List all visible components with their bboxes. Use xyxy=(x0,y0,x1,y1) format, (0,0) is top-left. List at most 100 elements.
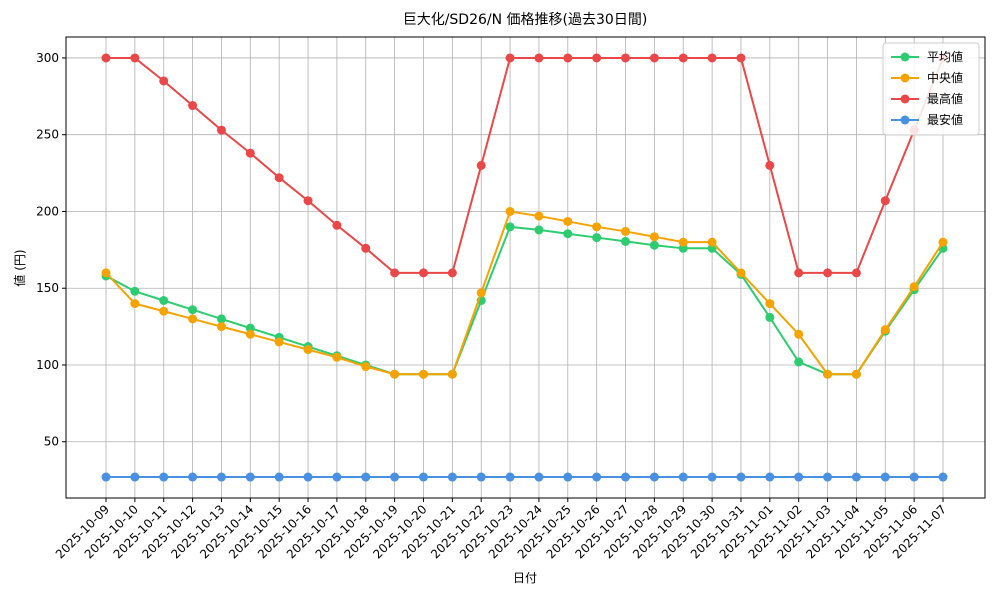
legend-label: 平均値 xyxy=(927,49,963,64)
data-point xyxy=(101,53,111,63)
data-point xyxy=(592,233,602,243)
data-point xyxy=(534,225,544,235)
data-point xyxy=(621,53,631,63)
data-point xyxy=(736,268,746,278)
data-point xyxy=(649,53,659,63)
data-point xyxy=(303,472,313,482)
data-point xyxy=(678,472,688,482)
data-point xyxy=(447,472,457,482)
data-point xyxy=(909,282,919,292)
data-point xyxy=(563,472,573,482)
legend-marker xyxy=(900,94,910,104)
data-point xyxy=(880,196,890,206)
data-point xyxy=(159,76,169,86)
data-point xyxy=(678,53,688,63)
data-point xyxy=(621,472,631,482)
data-point xyxy=(447,268,457,278)
data-point xyxy=(505,472,515,482)
data-point xyxy=(649,240,659,250)
data-point xyxy=(130,472,140,482)
plot-frame xyxy=(65,36,986,499)
data-point xyxy=(101,472,111,482)
data-point xyxy=(188,472,198,482)
data-point xyxy=(418,268,428,278)
legend-marker xyxy=(900,52,910,62)
data-point xyxy=(245,472,255,482)
data-point xyxy=(938,472,948,482)
data-point xyxy=(736,53,746,63)
data-point xyxy=(361,472,371,482)
data-point xyxy=(880,325,890,335)
data-point xyxy=(216,125,226,135)
data-point xyxy=(909,472,919,482)
data-point xyxy=(332,472,342,482)
data-point xyxy=(563,216,573,226)
data-point xyxy=(851,472,861,482)
data-point xyxy=(159,296,169,306)
data-point xyxy=(621,236,631,246)
data-point xyxy=(130,53,140,63)
data-point xyxy=(447,369,457,379)
data-point xyxy=(823,369,833,379)
data-point xyxy=(390,472,400,482)
data-point xyxy=(707,472,717,482)
data-point xyxy=(823,472,833,482)
series-line xyxy=(105,225,944,376)
data-point xyxy=(707,53,717,63)
legend-marker xyxy=(900,73,910,83)
data-point xyxy=(303,196,313,206)
y-tick-label: 100 xyxy=(36,358,59,372)
data-point xyxy=(245,329,255,339)
data-point xyxy=(563,229,573,239)
data-point xyxy=(361,362,371,372)
data-point xyxy=(707,237,717,247)
y-tick-label: 50 xyxy=(44,435,59,449)
data-point xyxy=(418,369,428,379)
data-point xyxy=(621,226,631,236)
data-point xyxy=(476,288,486,298)
data-point xyxy=(332,220,342,230)
data-point xyxy=(130,286,140,296)
data-point xyxy=(476,472,486,482)
data-point xyxy=(678,237,688,247)
legend-box xyxy=(882,42,980,136)
data-point xyxy=(188,305,198,315)
y-tick-label: 200 xyxy=(36,204,59,218)
data-point xyxy=(188,101,198,111)
data-point xyxy=(851,268,861,278)
y-axis-label: 値 (円) xyxy=(12,249,27,286)
data-point xyxy=(505,222,515,232)
y-tick-label: 150 xyxy=(36,281,59,295)
data-point xyxy=(794,357,804,367)
data-point xyxy=(245,148,255,158)
data-point xyxy=(274,173,284,183)
data-point xyxy=(534,472,544,482)
data-point xyxy=(159,472,169,482)
y-tick-label: 300 xyxy=(36,51,59,65)
data-point xyxy=(938,237,948,247)
data-point xyxy=(736,472,746,482)
data-point xyxy=(332,352,342,362)
data-point xyxy=(216,322,226,332)
data-point xyxy=(851,369,861,379)
series-line xyxy=(106,56,944,274)
data-point xyxy=(101,268,111,278)
data-point xyxy=(216,472,226,482)
data-point xyxy=(418,472,428,482)
y-tick-label: 250 xyxy=(36,128,59,142)
series-line xyxy=(105,210,944,376)
legend-marker xyxy=(900,115,910,125)
data-point xyxy=(765,160,775,170)
data-point xyxy=(563,53,573,63)
data-point xyxy=(592,472,602,482)
data-point xyxy=(361,243,371,253)
data-point xyxy=(274,472,284,482)
data-point xyxy=(303,345,313,355)
data-point xyxy=(159,306,169,316)
data-point xyxy=(188,314,198,324)
data-point xyxy=(794,472,804,482)
data-point xyxy=(765,472,775,482)
data-point xyxy=(649,232,659,242)
data-point xyxy=(505,53,515,63)
data-point xyxy=(794,268,804,278)
